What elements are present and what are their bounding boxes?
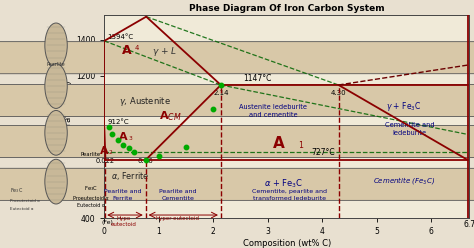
Circle shape: [0, 125, 474, 157]
Text: Pearlite and
Cementite: Pearlite and Cementite: [159, 189, 197, 201]
Text: $_1$: $_1$: [298, 139, 304, 152]
Text: 2.14: 2.14: [213, 90, 228, 96]
Text: 0.76: 0.76: [138, 158, 154, 164]
Text: A$_{CM}$: A$_{CM}$: [159, 109, 182, 123]
Text: $_4$: $_4$: [134, 43, 140, 53]
Text: 1394°C: 1394°C: [108, 34, 134, 40]
Text: Eutectoid α: Eutectoid α: [77, 203, 105, 208]
Circle shape: [0, 168, 474, 200]
Text: Hypo
eutectoid: Hypo eutectoid: [110, 217, 137, 227]
Text: Proeutectoid α: Proeutectoid α: [73, 196, 109, 201]
Text: Fe$_3$C: Fe$_3$C: [10, 186, 23, 195]
Text: 4.30: 4.30: [331, 90, 346, 96]
X-axis label: Composition (wt% C): Composition (wt% C): [243, 239, 331, 248]
Text: 727°C: 727°C: [311, 148, 335, 157]
Text: Proeutectoid α: Proeutectoid α: [10, 199, 40, 203]
Text: Pearlite: Pearlite: [47, 62, 65, 67]
Text: Pearlite: Pearlite: [81, 152, 100, 157]
Text: Cementite (Fe$_3$C): Cementite (Fe$_3$C): [373, 175, 435, 186]
Text: $\gamma$, Austenite: $\gamma$, Austenite: [119, 95, 171, 108]
Text: $\gamma$ + L: $\gamma$ + L: [152, 45, 177, 58]
Text: 6.7: 6.7: [463, 220, 474, 229]
Text: A: A: [273, 136, 284, 151]
Circle shape: [45, 159, 67, 204]
Circle shape: [45, 23, 67, 68]
Text: 1147°C: 1147°C: [243, 74, 272, 83]
Text: $\gamma$ + Fe$_3$C: $\gamma$ + Fe$_3$C: [386, 100, 421, 113]
Text: $\alpha$ + Fe$_3$C: $\alpha$ + Fe$_3$C: [264, 177, 304, 190]
Circle shape: [0, 42, 474, 74]
Circle shape: [0, 85, 474, 117]
Text: $_3$: $_3$: [128, 134, 134, 143]
Text: 0.022: 0.022: [96, 158, 115, 164]
Text: $\alpha$, Ferrite: $\alpha$, Ferrite: [111, 170, 149, 182]
Text: (Fe): (Fe): [101, 220, 113, 225]
Text: Eutectoid α: Eutectoid α: [10, 207, 34, 211]
Text: $_2$: $_2$: [108, 148, 113, 156]
Text: Hyper-eutectoid: Hyper-eutectoid: [156, 217, 200, 221]
Text: Cementite, pearlite and
transformed ledeburite: Cementite, pearlite and transformed lede…: [252, 189, 327, 201]
Circle shape: [45, 110, 67, 155]
Text: Cementite and
ledeburite: Cementite and ledeburite: [384, 122, 434, 136]
Text: Fe$_3$C: Fe$_3$C: [83, 184, 98, 193]
Text: A: A: [122, 44, 132, 57]
Text: Pearlite and
Ferrite: Pearlite and Ferrite: [103, 189, 141, 201]
Circle shape: [45, 64, 67, 108]
Title: Phase Diagram Of Iron Carbon System: Phase Diagram Of Iron Carbon System: [189, 4, 384, 13]
Text: A: A: [100, 146, 109, 156]
Text: Austenite ledeburite
and cementite: Austenite ledeburite and cementite: [239, 104, 307, 118]
Text: A: A: [119, 132, 128, 142]
Y-axis label: Temperature (°C): Temperature (°C): [64, 80, 73, 153]
Text: 912°C: 912°C: [108, 120, 129, 125]
